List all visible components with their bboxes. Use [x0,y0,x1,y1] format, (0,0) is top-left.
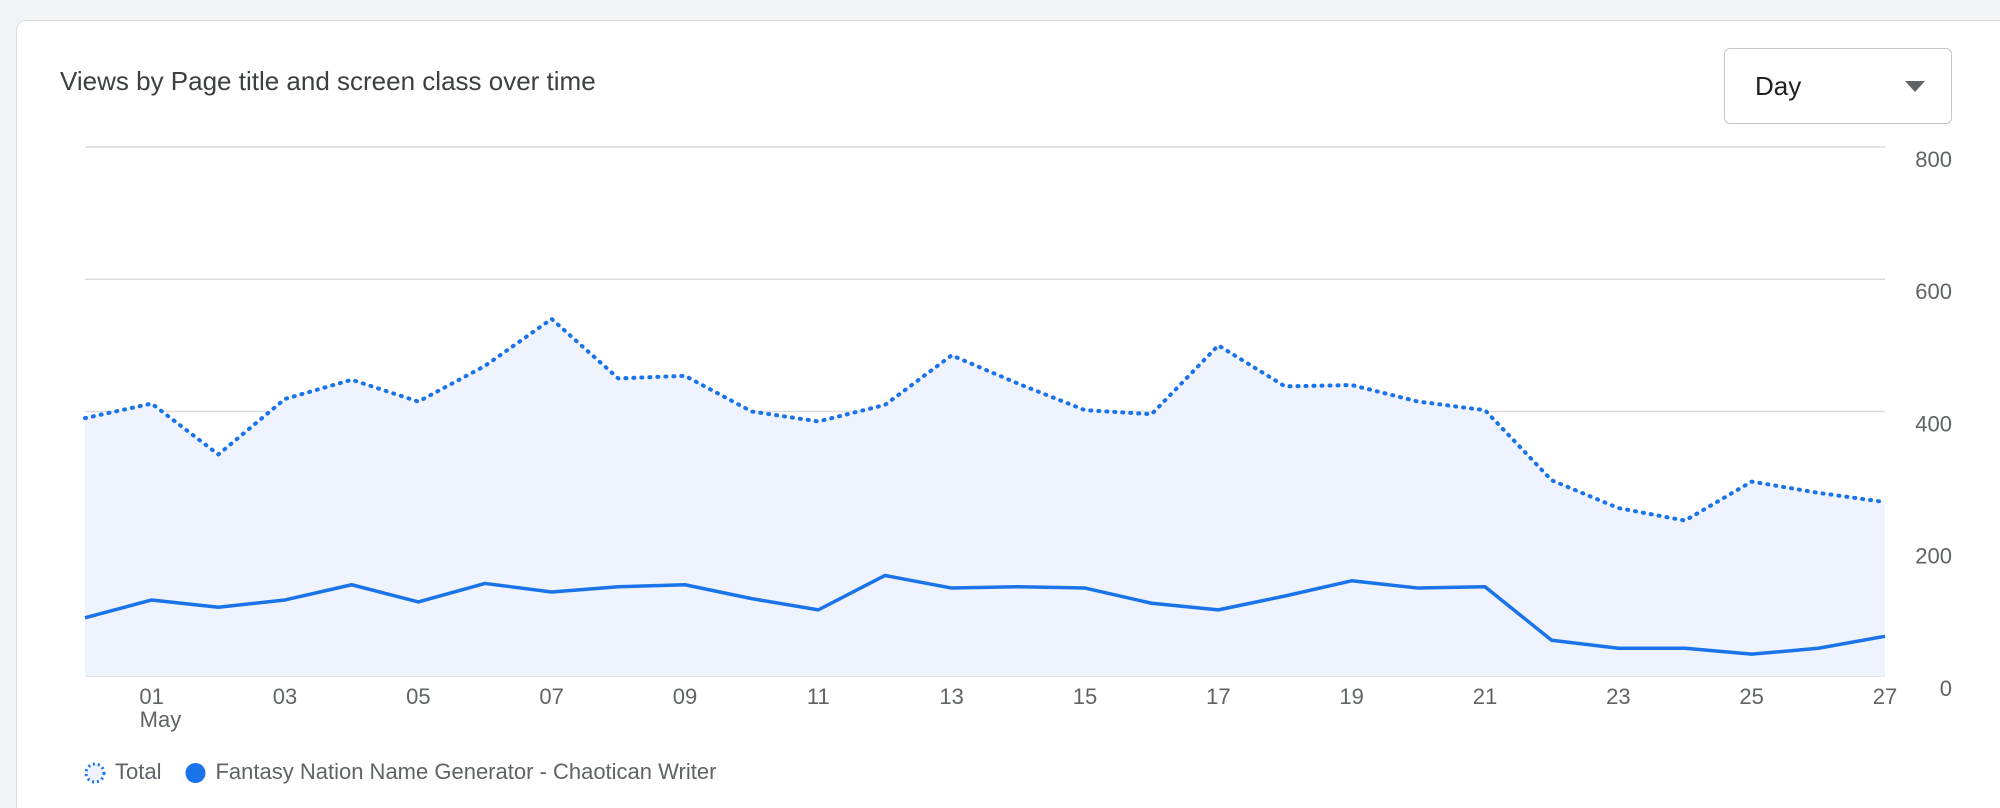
x-tick-label: 19 [1339,684,1363,709]
x-tick-label: 27 [1873,684,1897,709]
y-tick-label: 600 [1915,279,1952,304]
y-tick-label: 200 [1915,544,1952,569]
x-tick-label: 05 [406,684,430,709]
y-tick-label: 800 [1915,147,1952,172]
x-tick-label: 09 [673,684,697,709]
legend-icon [84,762,106,784]
y-tick-label: 400 [1915,411,1952,436]
legend-label: Total [115,759,161,784]
x-tick-label: 01 [139,684,163,709]
month-label: May [140,707,182,732]
dropdown-label: Day [1755,71,1802,101]
area-fill [85,318,1885,676]
dropdown[interactable]: Day [1724,48,1952,124]
x-tick-label: 23 [1606,684,1630,709]
y-tick-label: 0 [1940,676,1952,701]
x-tick-label: 11 [807,684,830,709]
x-tick-label: 03 [273,684,297,709]
legend-icon [185,763,206,783]
x-tick-label: 13 [939,684,963,709]
x-tick-label: 21 [1473,684,1497,709]
x-tick-label: 17 [1206,684,1230,709]
chart-title: Views by Page title and screen class ove… [60,66,596,96]
x-tick-label: 07 [539,684,563,709]
dropdown-arrow [1905,81,1925,92]
x-tick-label: 15 [1073,684,1097,709]
line-series [84,573,1886,656]
line-series [83,316,1887,523]
legend-label: Fantasy Nation Name Generator - Chaotica… [215,759,716,784]
x-tick-label: 25 [1739,684,1763,709]
